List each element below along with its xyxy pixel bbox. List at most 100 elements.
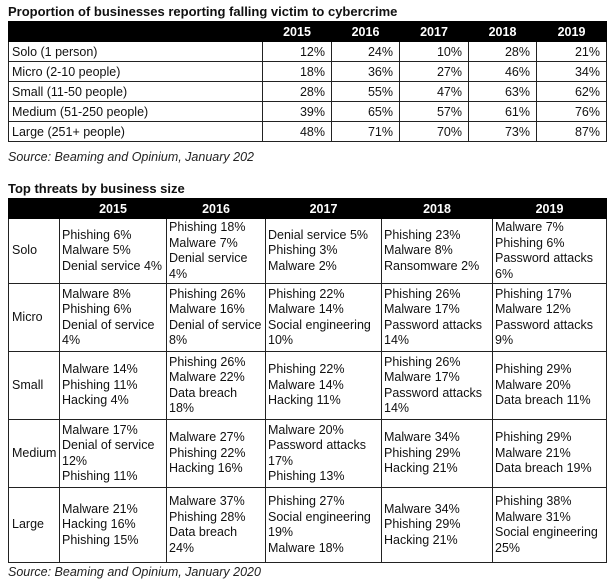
table-cell: 62% bbox=[536, 81, 607, 102]
table-row: Micro (2-10 people) 18% 36% 27% 46% 34% bbox=[8, 61, 607, 82]
threat-cell: Phishing 18% Malware 7% Denial service 4% bbox=[166, 218, 266, 284]
threat-item: Phishing 28% bbox=[169, 509, 246, 524]
top-threats-table: 2015 2016 2017 2018 2019 Solo Phishing 6%… bbox=[8, 198, 607, 563]
table-row: Solo Phishing 6% Malware 5% Denial service … bbox=[8, 218, 607, 284]
threat-item: Phishing 29% bbox=[495, 362, 572, 377]
threat-item: Denial of service 4% bbox=[62, 317, 155, 348]
threat-item: Malware 20% bbox=[268, 422, 344, 437]
row-label: Large bbox=[8, 487, 60, 563]
header-2018: 2018 bbox=[468, 21, 537, 42]
threat-item: Malware 14% bbox=[268, 302, 344, 316]
threat-item: Malware 22% bbox=[169, 370, 245, 384]
threat-cell: Phishing 26% Malware 17% Password attacks … bbox=[381, 283, 493, 352]
threat-item: Data breach 19% bbox=[495, 461, 592, 476]
table-cell: 63% bbox=[468, 81, 537, 102]
threat-cell: Malware 8% Phishing 6% Denial of service 4… bbox=[59, 283, 167, 352]
threat-item: Social engineering 25% bbox=[495, 525, 598, 555]
row-label: Micro (2-10 people) bbox=[8, 61, 263, 82]
threat-item: Malware 14% bbox=[62, 362, 138, 377]
threat-item: Phishing 22% bbox=[169, 445, 246, 460]
threat-item: Phishing 15% bbox=[62, 532, 139, 547]
threat-item: Password attacks 14% bbox=[384, 317, 482, 348]
row-label: Solo (1 person) bbox=[8, 41, 263, 62]
header-corner bbox=[8, 21, 263, 42]
threat-item: Hacking 21% bbox=[384, 532, 458, 547]
victim-proportion-table: 2015 2016 2017 2018 2019 Solo (1 person)… bbox=[8, 21, 607, 142]
threat-item: Phishing 26% bbox=[169, 286, 246, 301]
table-cell: 21% bbox=[536, 41, 607, 62]
threat-cell: Malware 34% Phishing 29% Hacking 21% bbox=[381, 487, 493, 563]
threat-item: Malware 8% bbox=[384, 243, 453, 258]
table2-title: Top threats by business size bbox=[8, 181, 185, 196]
table-cell: 27% bbox=[399, 61, 469, 82]
threat-cell: Phishing 26% Malware 22% Data breach 18% bbox=[166, 351, 266, 420]
threat-item: Malware 34% bbox=[384, 430, 460, 445]
threat-item: Phishing 11% bbox=[62, 469, 138, 483]
table-cell: 73% bbox=[468, 121, 537, 142]
threat-item: Denial of service 12% bbox=[62, 438, 155, 468]
table-header-row: 2015 2016 2017 2018 2019 bbox=[8, 21, 607, 42]
threat-cell: Denial service 5% Phishing 3% Malware 2% bbox=[265, 218, 382, 284]
header-2019: 2019 bbox=[492, 198, 607, 219]
threat-cell: Malware 17% Denial of service 12% Phishing… bbox=[59, 419, 167, 488]
threat-cell: Malware 27% Phishing 22% Hacking 16% bbox=[166, 419, 266, 488]
threat-item: Malware 7% bbox=[495, 220, 564, 234]
table-cell: 24% bbox=[331, 41, 400, 62]
threat-item: Malware 17% bbox=[384, 302, 460, 316]
threat-item: Phishing 17% bbox=[495, 286, 572, 301]
threat-item: Malware 20% bbox=[495, 377, 571, 392]
threat-item: Phishing 26% bbox=[169, 354, 246, 369]
table-row: Micro Malware 8% Phishing 6% Denial of serv… bbox=[8, 283, 607, 352]
table-row: Large (251+ people) 48% 71% 70% 73% 87% bbox=[8, 121, 607, 142]
threat-cell: Phishing 27% Social engineering 19% Malwar… bbox=[265, 487, 382, 563]
threat-item: Denial service 4% bbox=[62, 258, 163, 273]
table-cell: 28% bbox=[262, 81, 332, 102]
threat-cell: Malware 20% Password attacks 17% Phishing … bbox=[265, 419, 382, 488]
threat-item: Malware 16% bbox=[169, 302, 245, 316]
threat-item: Denial of service 8% bbox=[169, 317, 262, 348]
table-row: Small (11-50 people) 28% 55% 47% 63% 62% bbox=[8, 81, 607, 102]
table-cell: 55% bbox=[331, 81, 400, 102]
threat-cell: Phishing 22% Malware 14% Hacking 11% bbox=[265, 351, 382, 420]
threat-cell: Phishing 29% Malware 21% Data breach 19% bbox=[492, 419, 607, 488]
table-cell: 39% bbox=[262, 101, 332, 122]
threat-item: Malware 2% bbox=[268, 258, 337, 273]
table-cell: 87% bbox=[536, 121, 607, 142]
table-cell: 47% bbox=[399, 81, 469, 102]
threat-item: Malware 34% bbox=[384, 501, 460, 516]
threat-item: Social engineering 19% bbox=[268, 509, 371, 540]
row-label: Solo bbox=[8, 218, 60, 284]
row-label: Large (251+ people) bbox=[8, 121, 263, 142]
threat-item: Data breach 24% bbox=[169, 525, 238, 555]
threat-item: Phishing 38% bbox=[495, 494, 572, 508]
threat-item: Password attacks 17% bbox=[268, 438, 366, 468]
table-cell: 34% bbox=[536, 61, 607, 82]
threat-cell: Malware 21% Hacking 16% Phishing 15% bbox=[59, 487, 167, 563]
table-row: Medium Malware 17% Denial of service 12% Ph… bbox=[8, 419, 607, 488]
threat-item: Phishing 29% bbox=[495, 430, 572, 445]
header-2018: 2018 bbox=[381, 198, 493, 219]
threat-item: Phishing 23% bbox=[384, 227, 461, 242]
threat-item: Phishing 6% bbox=[62, 227, 132, 242]
threat-item: Denial service 4% bbox=[169, 251, 248, 281]
table-row: Small Malware 14% Phishing 11% Hacking 4% Ph… bbox=[8, 351, 607, 420]
header-2015: 2015 bbox=[59, 198, 167, 219]
threat-item: Denial service 5% bbox=[268, 227, 369, 242]
threat-item: Malware 31% bbox=[495, 509, 571, 524]
row-label: Small (11-50 people) bbox=[8, 81, 263, 102]
table1-source: Source: Beaming and Opinium, January 202 bbox=[8, 150, 254, 164]
threat-item: Malware 17% bbox=[384, 370, 460, 384]
threat-item: Data breach 11% bbox=[495, 393, 591, 408]
threat-cell: Phishing 38% Malware 31% Social engineerin… bbox=[492, 487, 607, 563]
threat-cell: Phishing 17% Malware 12% Password attacks … bbox=[492, 283, 607, 352]
threat-item: Phishing 6% bbox=[495, 235, 565, 250]
threat-item: Hacking 4% bbox=[62, 393, 129, 408]
table-header-row: 2015 2016 2017 2018 2019 bbox=[8, 198, 607, 219]
table-row: Medium (51-250 people) 39% 65% 57% 61% 76% bbox=[8, 101, 607, 122]
table-cell: 57% bbox=[399, 101, 469, 122]
threat-item: Hacking 16% bbox=[62, 517, 136, 532]
threat-item: Malware 21% bbox=[62, 501, 138, 516]
threat-cell: Phishing 22% Malware 14% Social engineerin… bbox=[265, 283, 382, 352]
threat-cell: Phishing 6% Malware 5% Denial service 4% bbox=[59, 218, 167, 284]
